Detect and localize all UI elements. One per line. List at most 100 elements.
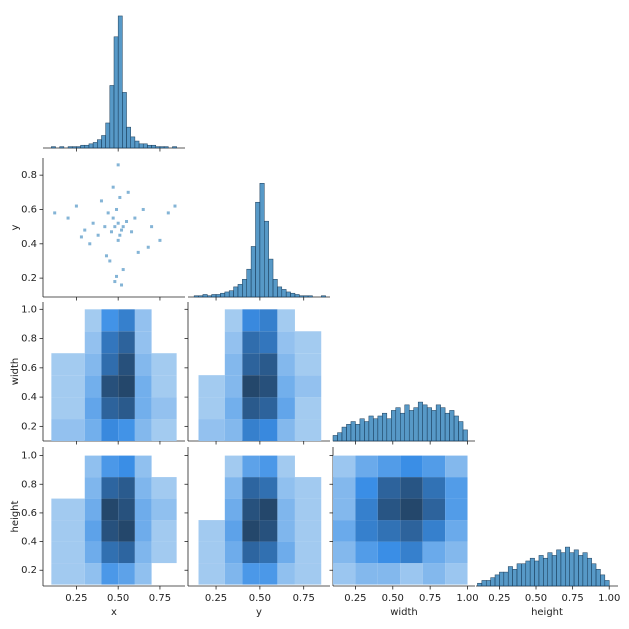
scatter-point xyxy=(173,204,177,208)
x-axis-label: y xyxy=(256,607,262,618)
scatter-point xyxy=(88,242,92,246)
hist2d-cell xyxy=(118,353,135,376)
hist2d-cell xyxy=(198,397,225,420)
hist2d-cell xyxy=(199,309,225,331)
hist2d-cell xyxy=(294,353,322,376)
hist-bar xyxy=(444,412,450,442)
hist2d-cell xyxy=(224,498,243,521)
hist2d-cell xyxy=(333,541,356,564)
hist2d-cell xyxy=(118,498,135,521)
hist2d-cell xyxy=(118,397,135,420)
y-tick-label: 0.6 xyxy=(21,363,37,374)
hist2d-cell xyxy=(355,498,378,521)
hist2d-cell xyxy=(259,309,278,332)
hist2d-cell xyxy=(118,309,135,332)
scatter-point xyxy=(113,225,117,229)
scatter-point xyxy=(116,238,120,242)
y-tick-label: 0.8 xyxy=(21,479,37,490)
hist-bar xyxy=(426,407,432,442)
hist2d-cell xyxy=(118,520,135,542)
y-tick-label: 0.4 xyxy=(21,392,37,403)
hist2d-cell xyxy=(118,331,135,354)
hist-bar xyxy=(458,421,464,442)
hist2d-cell xyxy=(355,455,378,478)
hist2d-cell xyxy=(134,397,152,420)
hist-bar xyxy=(237,284,243,298)
y-tick-label: 0.6 xyxy=(21,204,37,215)
hist2d-cell xyxy=(51,541,85,564)
hist2d-cell xyxy=(134,455,152,478)
hist2d-cell xyxy=(242,520,260,542)
hist2d-cell xyxy=(199,331,225,353)
x-tick-label: 0.50 xyxy=(382,593,404,604)
hist-bar xyxy=(341,426,347,442)
hist2d-cell xyxy=(151,541,177,564)
y-axis-label: height xyxy=(10,500,21,532)
hist-bar xyxy=(207,295,212,298)
hist-bar xyxy=(529,557,535,587)
hist-bar xyxy=(499,571,505,587)
hist2d-cell xyxy=(151,397,177,420)
hist2d-cell xyxy=(242,375,260,398)
scatter-point xyxy=(104,254,108,258)
hist-bar xyxy=(215,294,221,298)
hist2d-cell xyxy=(84,541,102,564)
hist-bar xyxy=(67,146,73,149)
hist2d-cell xyxy=(259,541,278,564)
hist2d-cell xyxy=(101,520,119,542)
hist2d-cell xyxy=(377,455,401,478)
scatter-point xyxy=(115,207,119,211)
hist-bar xyxy=(246,268,252,298)
y-tick-label: 0.6 xyxy=(21,508,37,519)
hist2d-cell xyxy=(242,455,260,478)
hist2d-cell xyxy=(377,520,401,542)
hist2d-cell xyxy=(134,353,152,376)
hist2d-cell xyxy=(445,563,468,585)
x-tick-label: 0.25 xyxy=(488,593,510,604)
hist2d-cell xyxy=(277,455,295,478)
hist2d-cell xyxy=(134,419,152,441)
hist-bar xyxy=(538,555,544,587)
hist2d-cell xyxy=(51,309,84,331)
hist2d-cell xyxy=(198,375,225,398)
hist-bar xyxy=(193,295,199,298)
hist-bar xyxy=(395,407,401,442)
hist2d-cell xyxy=(151,520,177,542)
hist-bar xyxy=(155,146,161,149)
hist2d-cell xyxy=(242,541,260,564)
hist-bar xyxy=(595,569,601,587)
scatter-point xyxy=(121,225,125,229)
scatter-point xyxy=(130,230,134,234)
x-tick-label: 0.25 xyxy=(205,593,227,604)
hist2d-cell xyxy=(333,498,356,521)
y-axis-label: width xyxy=(10,358,21,386)
hist2d-cell xyxy=(101,455,119,478)
hist-bar xyxy=(233,286,239,298)
scatter-point xyxy=(150,225,154,229)
hist-bar xyxy=(350,421,356,442)
hist2d-cell xyxy=(294,331,322,354)
hist2d-cell xyxy=(51,477,84,498)
hist-bar xyxy=(534,560,540,587)
hist2d-cell xyxy=(224,331,243,354)
hist-bar xyxy=(126,126,131,149)
hist2d-cell xyxy=(118,477,135,499)
hist2d-cell xyxy=(84,353,102,376)
y-tick-label: 0.2 xyxy=(21,565,37,576)
hist-bar xyxy=(250,246,256,298)
hist2d-cell xyxy=(277,375,295,398)
scatter-point xyxy=(106,211,110,215)
hist-bar xyxy=(556,549,562,587)
hist2d-cell xyxy=(199,477,225,498)
hist2d-cell xyxy=(152,563,177,584)
hist2d-cell xyxy=(259,563,278,585)
x-tick-label: 0.75 xyxy=(419,593,441,604)
scatter-point xyxy=(166,211,170,215)
hist-bar xyxy=(211,294,217,298)
hist2d-cell xyxy=(242,498,260,521)
hist2d-cell xyxy=(422,498,446,521)
hist2d-cell xyxy=(294,541,322,564)
hist-bar xyxy=(285,291,291,298)
hist-bar xyxy=(391,410,397,442)
hist2d-cell xyxy=(242,419,260,441)
